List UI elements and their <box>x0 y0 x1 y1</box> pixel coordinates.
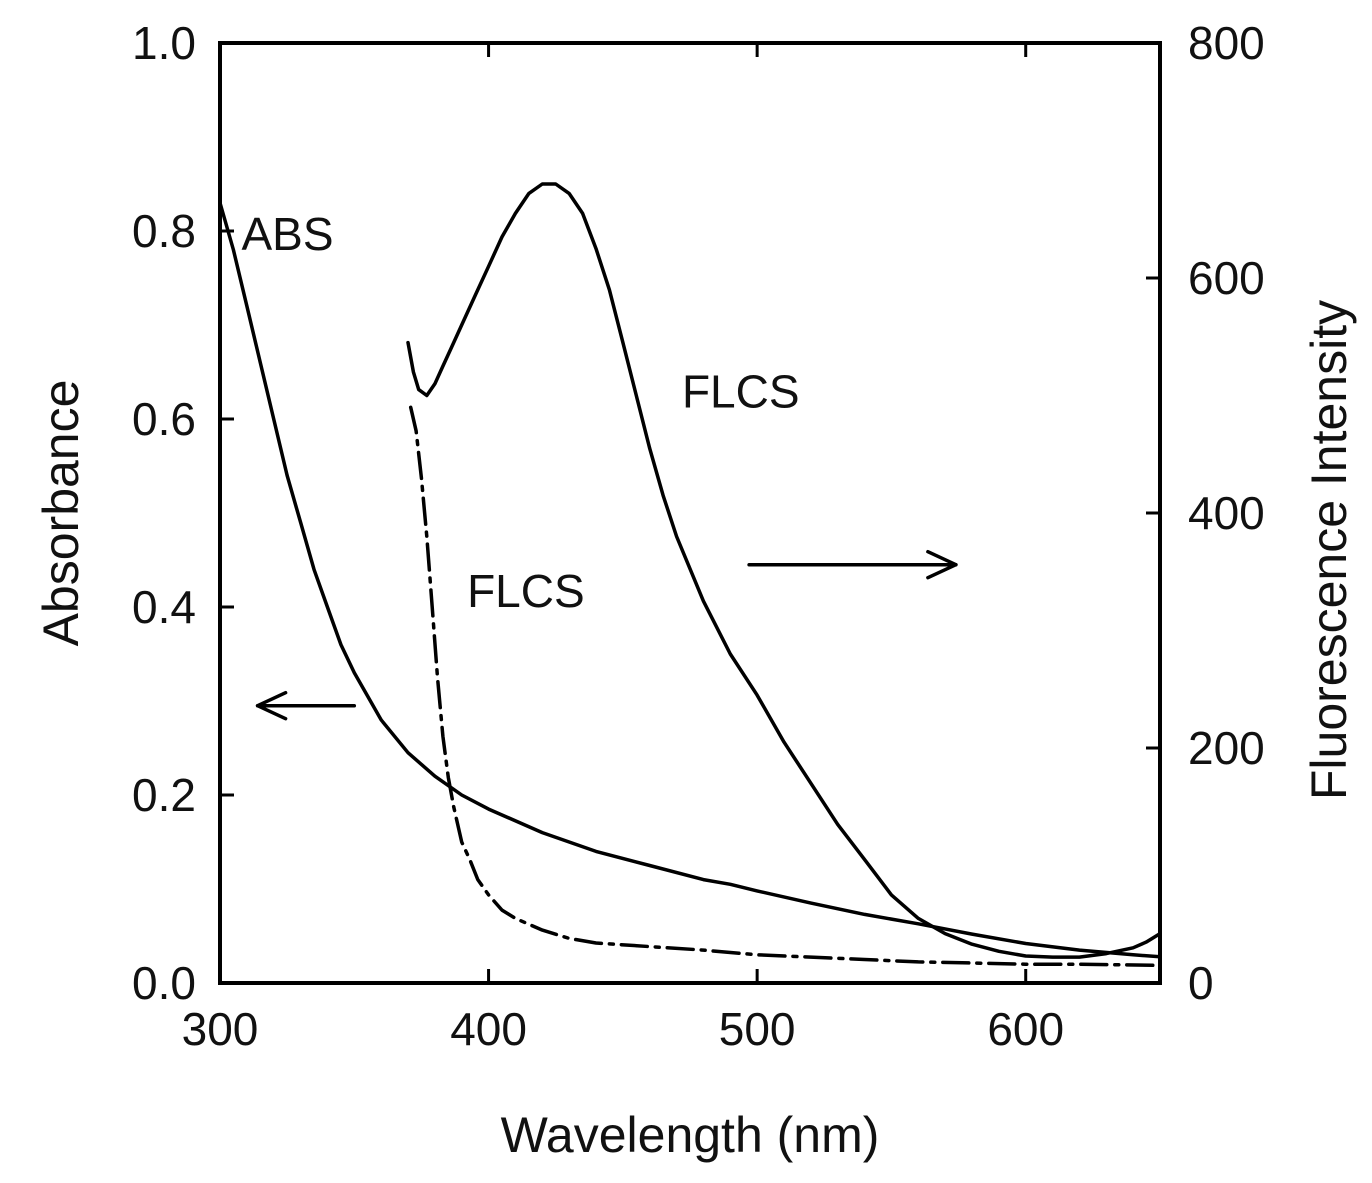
y-axis-title: Absorbance <box>33 380 89 647</box>
y-tick-label: 0.2 <box>132 769 196 821</box>
series-flcs-excitation <box>408 405 1162 968</box>
x-tick-label: 500 <box>719 1003 796 1055</box>
arrow-right <box>747 549 958 580</box>
y2-tick-label: 0 <box>1188 957 1214 1009</box>
arrow-layer <box>255 549 958 721</box>
y2-tick-label: 800 <box>1188 17 1265 69</box>
y2-tick-label: 200 <box>1188 722 1265 774</box>
y2-axis-title: Fluorescence Intensity <box>1301 300 1357 800</box>
annotation-label: FLCS <box>682 365 800 417</box>
x-axis-title: Wavelength (nm) <box>501 1107 880 1163</box>
series-abs <box>218 201 1162 959</box>
y2-tick-label: 600 <box>1188 252 1265 304</box>
annotation-label: FLCS <box>467 565 585 617</box>
x-tick-label: 400 <box>450 1003 527 1055</box>
annotation-label: ABS <box>241 208 333 260</box>
arrow-left <box>255 690 357 721</box>
y-tick-label: 0.4 <box>132 581 196 633</box>
series-layer <box>218 182 1162 968</box>
y2-tick-label: 400 <box>1188 487 1265 539</box>
series-flcs-emission <box>406 182 1162 959</box>
x-tick-label: 600 <box>987 1003 1064 1055</box>
annotation-layer: ABS FLCS FLCS <box>241 208 799 617</box>
plot-frame <box>218 41 1162 985</box>
arrow-head <box>926 549 958 580</box>
x-tick-label: 300 <box>182 1003 259 1055</box>
y-tick-label: 0.6 <box>132 393 196 445</box>
tick-labels: 300 400 500 600 0.0 0.2 0.4 0.6 0.8 1.0 0 200 400 600… <box>132 17 1265 1055</box>
arrow-head <box>255 690 288 721</box>
y-tick-label: 0.8 <box>132 205 196 257</box>
y-tick-label: 0.0 <box>132 957 196 1009</box>
y-tick-label: 1.0 <box>132 17 196 69</box>
ticks <box>218 41 1160 985</box>
